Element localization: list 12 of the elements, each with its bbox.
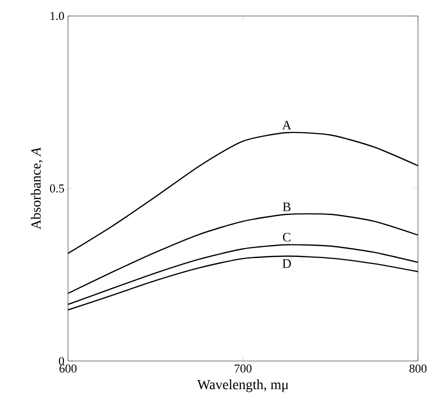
y-tick-label: 0.5: [50, 184, 64, 193]
series-label: D: [282, 259, 291, 268]
y-tick-label: 1.0: [50, 12, 64, 20]
x-axis-title: Wavelength, mμ: [197, 379, 288, 392]
y-axis-title: Absorbance, A: [30, 147, 43, 230]
series-label: C: [282, 232, 290, 242]
series-label: B: [282, 202, 290, 212]
x-tick-label: 600: [60, 364, 77, 373]
y-tick-label: 0: [58, 356, 64, 366]
series-label: A: [282, 120, 292, 130]
x-tick-label: 700: [234, 364, 252, 373]
x-tick-label: 800: [409, 364, 427, 373]
